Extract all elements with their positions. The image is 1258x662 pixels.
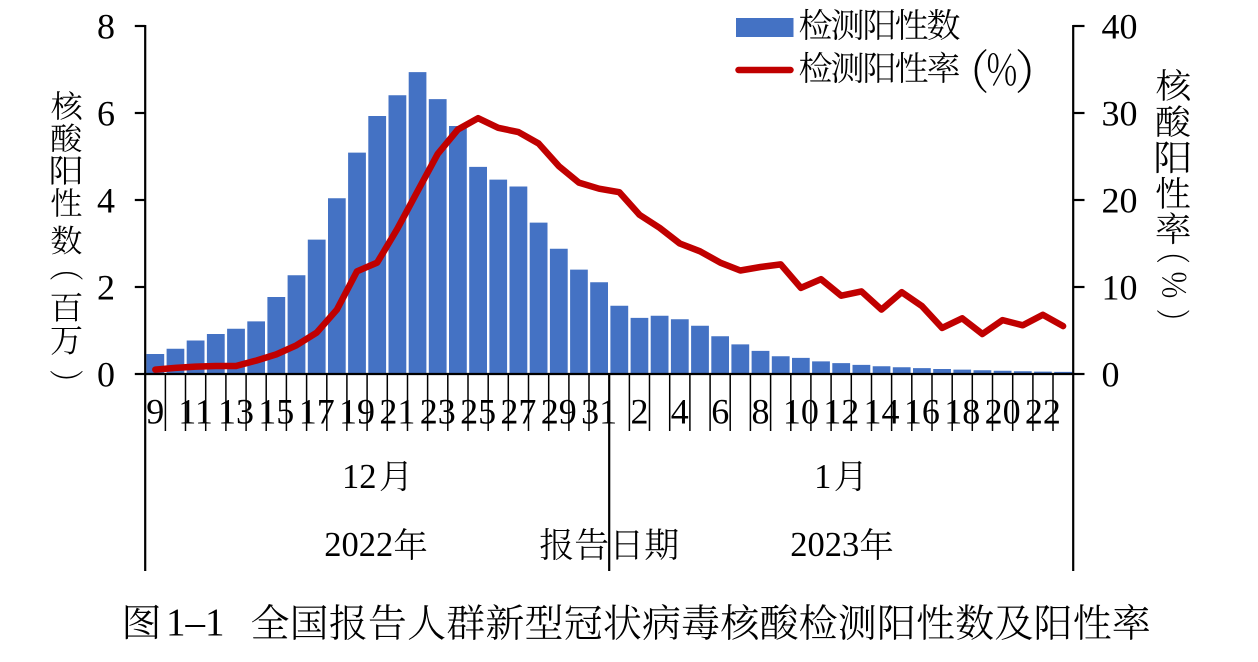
svg-text:29: 29	[541, 392, 577, 432]
svg-text:6: 6	[711, 392, 729, 432]
svg-text:30: 30	[1102, 93, 1138, 133]
svg-text:19: 19	[339, 392, 375, 432]
svg-text:40: 40	[1102, 6, 1138, 46]
svg-text:2: 2	[97, 267, 115, 307]
svg-text:16: 16	[904, 392, 940, 432]
svg-text:6: 6	[97, 93, 115, 133]
svg-text:10: 10	[1102, 267, 1138, 307]
svg-text:0: 0	[97, 354, 115, 394]
svg-text:18: 18	[944, 392, 980, 432]
svg-text:20: 20	[1102, 180, 1138, 220]
svg-text:12: 12	[823, 392, 859, 432]
svg-text:4: 4	[97, 180, 115, 220]
svg-text:22: 22	[1025, 392, 1061, 432]
svg-text:1–1: 1–1	[166, 601, 225, 644]
svg-text:27: 27	[500, 392, 536, 432]
svg-text:2022: 2022	[324, 526, 393, 564]
svg-text:8: 8	[752, 392, 770, 432]
svg-text:23: 23	[420, 392, 456, 432]
svg-text:9: 9	[146, 392, 164, 432]
svg-text:17: 17	[299, 392, 335, 432]
svg-text:11: 11	[178, 392, 213, 432]
svg-text:2023: 2023	[790, 526, 859, 564]
svg-text:12: 12	[342, 458, 377, 496]
svg-text:10: 10	[783, 392, 819, 432]
svg-text:2: 2	[631, 392, 649, 432]
svg-text:15: 15	[258, 392, 294, 432]
svg-text:0: 0	[1102, 354, 1120, 394]
svg-text:21: 21	[379, 392, 415, 432]
svg-text:14: 14	[864, 392, 900, 432]
svg-text:20: 20	[985, 392, 1021, 432]
svg-text:1: 1	[814, 458, 831, 496]
svg-text:25: 25	[460, 392, 496, 432]
svg-text:4: 4	[671, 392, 689, 432]
svg-text:13: 13	[218, 392, 254, 432]
svg-text:31: 31	[581, 392, 617, 432]
svg-text:8: 8	[97, 6, 115, 46]
